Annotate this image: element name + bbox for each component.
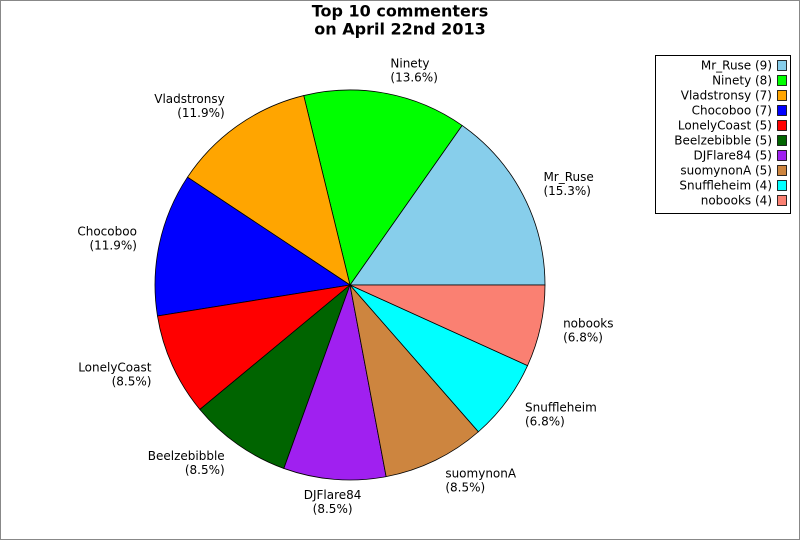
legend-box xyxy=(655,55,791,214)
legend-swatch xyxy=(777,90,787,101)
legend-swatch xyxy=(777,105,787,116)
legend-label: Mr_Ruse (9) xyxy=(701,59,772,73)
slice-value-label: (11.9%) xyxy=(89,238,136,252)
legend-label: Ninety (8) xyxy=(712,74,772,88)
pie-slice xyxy=(349,124,546,286)
slice-label: Ninety xyxy=(390,56,429,70)
slice-value-label: (8.5%) xyxy=(112,375,152,389)
slice-value-label: (8.5%) xyxy=(185,463,225,477)
chart-title: Top 10 commenters xyxy=(312,2,489,21)
pie-slice xyxy=(349,283,479,478)
slice-label: suomynonA xyxy=(445,467,517,481)
chart-title: on April 22nd 2013 xyxy=(314,20,485,39)
slice-label: Chocoboo xyxy=(77,224,137,238)
legend-label: suomynonA (5) xyxy=(680,164,772,178)
slice-label: Vladstronsy xyxy=(154,92,224,106)
legend-swatch xyxy=(777,60,787,71)
slice-value-label: (13.6%) xyxy=(390,70,437,84)
slice-label: LonelyCoast xyxy=(78,361,152,375)
legend-label: Vladstronsy (7) xyxy=(681,89,772,103)
slice-label: DJFlare84 xyxy=(304,488,362,502)
slice-value-label: (8.5%) xyxy=(313,502,353,516)
pie-slice xyxy=(283,283,387,481)
slice-label: Snuffleheim xyxy=(525,401,597,415)
legend-label: Chocoboo (7) xyxy=(692,104,772,118)
legend-swatch xyxy=(777,75,787,86)
legend-label: LonelyCoast (5) xyxy=(678,119,772,133)
pie-slice xyxy=(303,89,463,286)
legend-swatch xyxy=(777,120,787,131)
slice-label: Beelzebibble xyxy=(148,449,225,463)
legend-swatch xyxy=(777,180,787,191)
slice-label: Mr_Ruse xyxy=(543,170,593,184)
slice-value-label: (8.5%) xyxy=(445,481,485,495)
pie-slice xyxy=(349,284,546,367)
legend-label: nobooks (4) xyxy=(701,194,772,208)
pie-slice xyxy=(154,176,352,317)
pie-slice xyxy=(157,284,352,411)
legend-swatch xyxy=(777,135,787,146)
slice-value-label: (15.3%) xyxy=(543,184,590,198)
legend-label: Snuffleheim (4) xyxy=(679,179,772,193)
slice-label: nobooks xyxy=(563,317,613,331)
pie-slice xyxy=(186,95,351,286)
legend-label: Beelzebibble (5) xyxy=(674,134,772,148)
legend-label: DJFlare84 (5) xyxy=(693,149,772,163)
slice-value-label: (11.9%) xyxy=(177,106,224,120)
legend-swatch xyxy=(777,150,787,161)
slice-value-label: (6.8%) xyxy=(525,415,565,429)
slice-value-label: (6.8%) xyxy=(563,331,603,345)
legend-swatch xyxy=(777,195,787,206)
pie-slice xyxy=(199,283,351,469)
legend-swatch xyxy=(777,165,787,176)
